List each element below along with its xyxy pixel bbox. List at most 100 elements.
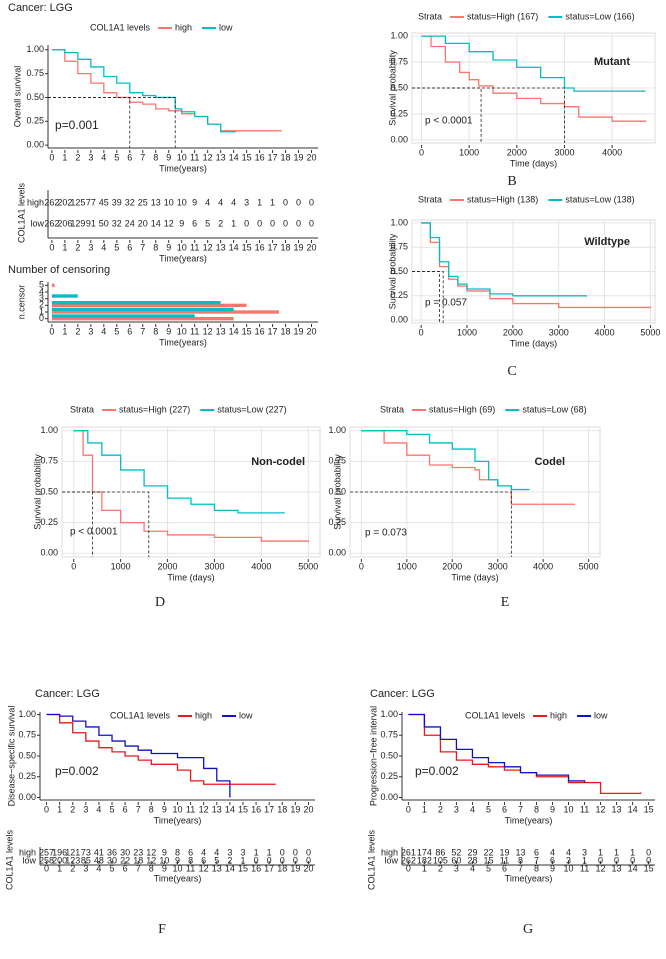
x-tick-label: 7 — [140, 326, 145, 336]
x-tick-label: 6 — [127, 326, 132, 336]
row-name: low — [30, 218, 44, 228]
risk-count: 0 — [646, 847, 651, 857]
y-tick-label: 3 — [39, 293, 44, 303]
x-tick-label: 4 — [101, 242, 106, 252]
x-tick-label: 7 — [136, 863, 141, 873]
x-tick-label: 6 — [123, 863, 128, 873]
x-tick-label: 14 — [229, 152, 239, 162]
risk-count: 0 — [280, 847, 285, 857]
y-tick-label: 0.25 — [40, 517, 58, 527]
x-tick-label: 1 — [62, 242, 67, 252]
risk-count: 0 — [646, 855, 651, 865]
x-tick-label: 7 — [518, 863, 523, 873]
y-tick-label: 0.75 — [390, 56, 408, 66]
risk-count: 4 — [566, 847, 571, 857]
risk-count: 0 — [254, 855, 259, 865]
x-tick-label: 0 — [406, 804, 411, 814]
x-tick-label: 9 — [162, 863, 167, 873]
x-tick-label: 4 — [101, 152, 106, 162]
risk-count: 12 — [146, 847, 156, 857]
risk-count: 1 — [614, 847, 619, 857]
bar — [51, 301, 221, 305]
x-tick-label: 5 — [114, 242, 119, 252]
p-value: p = 0.073 — [365, 528, 407, 539]
y-tick-label: 0.00 — [26, 140, 44, 150]
x-tick-label: 6 — [502, 804, 507, 814]
x-tick-label: 10 — [564, 863, 574, 873]
x-tick-label: 20 — [307, 242, 317, 252]
risk-count: 0 — [309, 218, 314, 228]
x-tick-label: 0 — [419, 327, 424, 337]
panel: 0.00 0.25 0.50 0.75 1.00 0 1000 2000 3000 4000 Tim… — [387, 11, 656, 168]
x-tick-label: 19 — [294, 326, 304, 336]
x-tick-label: 8 — [149, 804, 154, 814]
y-tick-label: 0.50 — [380, 750, 398, 760]
risk-count: 9 — [179, 218, 184, 228]
legend-title: Strata — [418, 11, 442, 21]
y-tick-label: 1.00 — [18, 709, 36, 719]
y-tick-label: 0.00 — [328, 548, 346, 558]
x-tick-label: 16 — [255, 326, 265, 336]
risk-count: 48 — [94, 855, 104, 865]
risk-count: 32 — [125, 197, 135, 207]
x-tick-label: 4 — [470, 863, 475, 873]
x-tick-label: 2 — [75, 242, 80, 252]
risk-count: 182 — [417, 855, 432, 865]
x-tick-label: 12 — [596, 863, 606, 873]
x-tick-label: 16 — [255, 152, 265, 162]
median-line — [412, 87, 482, 143]
x-tick-label: 9 — [166, 326, 171, 336]
x-tick-label: 3 — [88, 242, 93, 252]
x-tick-label: 10 — [177, 152, 187, 162]
risk-count: 24 — [125, 218, 135, 228]
x-tick-label: 6 — [127, 242, 132, 252]
risk-count: 2 — [227, 855, 232, 865]
legend-label: status=Low (227) — [217, 404, 286, 414]
x-tick-label: 8 — [534, 804, 539, 814]
x-tick-label: 9 — [550, 863, 555, 873]
panel: 0.00 0.25 0.50 0.75 1.00 0 1000 2000 3000 4000 500… — [387, 194, 660, 348]
x-tick-label: 16 — [251, 804, 261, 814]
x-tick-label: 1 — [57, 804, 62, 814]
x-tick-label: 2 — [70, 863, 75, 873]
risk-count: 4 — [201, 847, 206, 857]
risk-count: 73 — [81, 847, 91, 857]
risk-count: 86 — [435, 847, 445, 857]
risk-count: 105 — [433, 855, 448, 865]
subgroup-label: Codel — [534, 456, 565, 468]
survival-curve — [408, 713, 586, 783]
bar — [51, 310, 280, 314]
survival-curve — [361, 430, 530, 491]
risk-count: 174 — [417, 847, 432, 857]
x-tick-label: 3000 — [549, 327, 569, 337]
x-tick-label: 14 — [225, 863, 235, 873]
risk-count: 91 — [86, 218, 96, 228]
x-tick-label: 10 — [177, 242, 187, 252]
x-axis-label: Time (days) — [510, 158, 557, 168]
x-tick-label: 3000 — [554, 147, 574, 157]
x-tick-label: 2000 — [158, 561, 178, 571]
x-tick-label: 9 — [166, 152, 171, 162]
legend-label: status=High (167) — [467, 11, 538, 21]
x-tick-label: 0 — [49, 242, 54, 252]
y-tick-label: 1 — [39, 306, 44, 316]
y-tick-label: 0.50 — [390, 82, 408, 92]
risk-count: 262 — [44, 218, 59, 228]
x-tick-label: 2 — [75, 152, 80, 162]
risk-count: 14 — [151, 218, 161, 228]
x-axis-label: Time (days) — [510, 338, 557, 348]
row-name: low — [22, 855, 36, 865]
x-tick-label: 1000 — [459, 147, 479, 157]
panel-letter: B — [507, 174, 516, 189]
risk-count: 196 — [52, 847, 67, 857]
x-tick-label: 19 — [290, 804, 300, 814]
risk-count: 25 — [138, 197, 148, 207]
y-tick-label: 0.50 — [18, 750, 36, 760]
x-tick-label: 12 — [199, 863, 209, 873]
x-axis-label: Time(years) — [159, 337, 207, 347]
x-axis-label: Time(years) — [159, 253, 207, 263]
x-tick-label: 2 — [75, 326, 80, 336]
x-tick-label: 5 — [486, 804, 491, 814]
